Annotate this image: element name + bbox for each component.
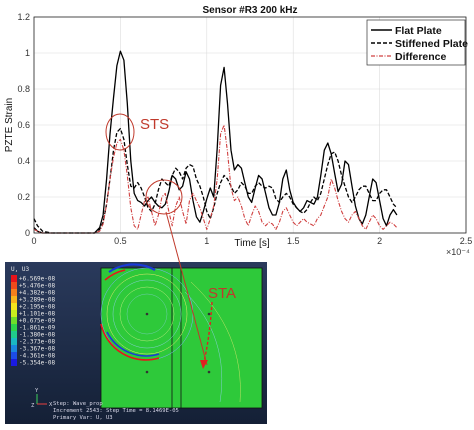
fem-legend-value: +1.101e-08	[19, 311, 56, 318]
fem-legend-swatch	[11, 296, 17, 303]
fem-increment-line: Increment 2543: Step Time = 8.1469E-05	[53, 408, 179, 414]
y-tick-label: 0.2	[17, 192, 30, 202]
sts-label: STS	[140, 116, 169, 133]
y-tick-label: 0	[25, 228, 30, 238]
sts-highlight-circle	[105, 113, 135, 151]
fem-legend-value: +4.382e-08	[19, 290, 56, 297]
series-line-difference	[33, 124, 398, 234]
y-axis-label: PZTE Strain	[4, 98, 15, 152]
plot-frame	[33, 16, 467, 234]
y-tick-label: 0.6	[17, 120, 30, 130]
legend-label-difference: Difference	[395, 51, 447, 63]
fem-legend-swatch	[11, 352, 17, 359]
fem-legend-swatch	[11, 317, 17, 324]
fem-legend-swatch	[11, 282, 17, 289]
series-line-flat-plate	[33, 50, 398, 234]
fem-legend-value: +3.289e-08	[19, 297, 56, 304]
fem-panel-graphic: U, U3 +6.569e-08+5.476e-08+4.382e-08+3.2…	[11, 263, 263, 421]
fem-legend-swatch	[11, 303, 17, 310]
fem-legend-value: -4.361e-08	[19, 353, 56, 360]
x-tick-label: 0.5	[114, 236, 127, 246]
triad-z-label: Z	[31, 403, 35, 409]
source-marker	[145, 312, 149, 316]
y-tick-label: 1.2	[17, 12, 30, 22]
fem-legend-value: -1.861e-09	[19, 325, 56, 332]
triad-x-label: X	[49, 402, 53, 408]
x-axis-label: Time [s]	[234, 238, 269, 249]
fem-legend-value: -5.354e-08	[19, 360, 56, 367]
fem-legend-value: +0.675e-09	[19, 318, 56, 325]
fem-legend-value: -3.367e-08	[19, 346, 56, 353]
y-tick-label: 0.4	[17, 156, 30, 166]
fem-legend-swatch	[11, 331, 17, 338]
x-tick-label: 1.5	[287, 236, 300, 246]
legend: Flat Plate Stiffened Plate Difference	[366, 19, 468, 66]
x-tick-label: 0	[31, 236, 36, 246]
fem-color-legend: +6.569e-08+5.476e-08+4.382e-08+3.289e-08…	[11, 275, 56, 367]
fem-legend-value: +2.195e-08	[19, 304, 56, 311]
fem-legend-swatch	[11, 324, 17, 331]
fem-legend-swatch	[11, 310, 17, 317]
triad-y-label: Y	[35, 388, 39, 394]
x-tick-label: 2.5	[460, 236, 473, 246]
fem-legend-title: U, U3	[11, 266, 29, 273]
series-layer	[33, 50, 398, 234]
fem-legend-swatch	[11, 289, 17, 296]
x-tick-label: 1	[204, 236, 209, 246]
sensor-marker-bottom-right	[207, 370, 211, 374]
fem-simulation-panel: U, U3 +6.569e-08 +5.476e-08 +4.382e-08 +3.2…	[5, 262, 267, 424]
fem-legend-swatch	[11, 345, 17, 352]
fem-step-line: Step: Wave_prop	[53, 401, 103, 407]
y-tick-label: 1	[25, 48, 30, 58]
chart-title: Sensor #R3 200 kHz	[202, 5, 297, 16]
y-tick-label: 0.8	[17, 84, 30, 94]
fem-legend-value: +5.476e-08	[19, 283, 56, 290]
x-tick-label: 2	[377, 236, 382, 246]
fem-legend-swatch	[11, 338, 17, 345]
fem-legend-swatch	[11, 275, 17, 282]
fem-legend-value: +6.569e-08	[19, 276, 56, 283]
sensor-marker-bottom-left	[145, 370, 149, 374]
x-multiplier: ×10⁻⁴	[446, 247, 470, 257]
legend-label-flat: Flat Plate	[395, 25, 442, 37]
plate-model	[100, 267, 263, 409]
series-line-stiffened-plate	[33, 127, 398, 234]
sta-highlight-circle	[145, 179, 183, 215]
legend-label-stiffened: Stiffened Plate	[395, 38, 468, 50]
pzte-strain-chart: 0 0.5 1 1.5 2 2.5 0 0.2 0.4 0.6 0.8 1 1.2 Sensor #R3…	[4, 5, 473, 257]
fem-legend-swatch	[11, 359, 17, 366]
fem-primary-var-line: Primary Var: U, U3	[53, 415, 113, 421]
fem-legend-value: -1.380e-08	[19, 332, 56, 339]
axis-triad: Y X Z	[31, 388, 53, 409]
fem-legend-value: -2.373e-08	[19, 339, 56, 346]
sensor-marker-top	[207, 312, 211, 316]
